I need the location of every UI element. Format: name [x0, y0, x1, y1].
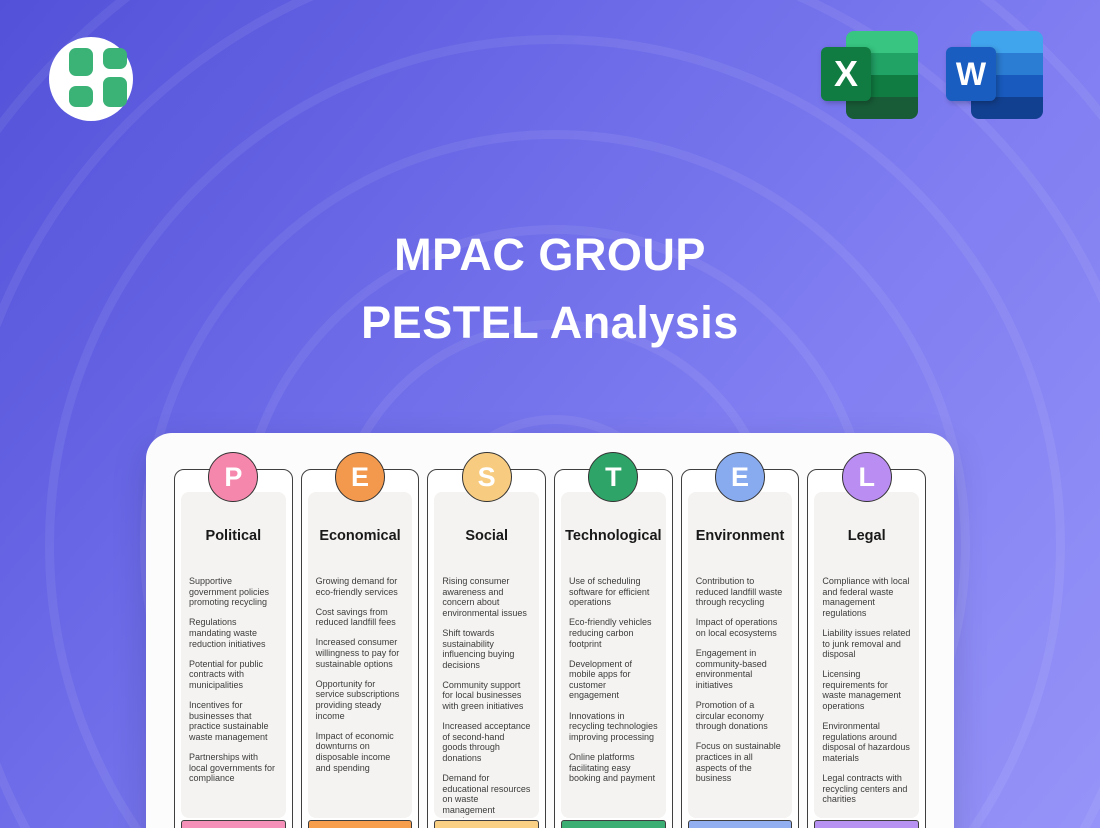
badge-letter: E: [731, 461, 750, 492]
page-title-line2: PESTEL Analysis: [361, 297, 739, 348]
column-footer-bar: [181, 820, 286, 828]
column-items: Contribution to reduced landfill waste t…: [688, 576, 793, 784]
column-title: Environment: [695, 528, 785, 544]
pestel-item: Rising consumer awareness and concern ab…: [442, 576, 527, 618]
pestel-column-economical: E Economical Growing demand for eco-frie…: [300, 452, 420, 828]
pestel-item: Contribution to reduced landfill waste t…: [695, 576, 783, 608]
word-letter: W: [946, 47, 996, 101]
pestel-item: Use of scheduling software for efficient…: [569, 576, 650, 608]
logo-block: [69, 86, 93, 107]
pestel-item: Eco-friendly vehicles reducing carbon fo…: [569, 617, 652, 649]
pestel-item: Increased consumer willingness to pay fo…: [315, 637, 400, 669]
letter-badge-s-icon: S: [461, 452, 512, 502]
logo-block: [103, 48, 127, 69]
pestel-item: Impact of operations on local ecosystems: [695, 617, 778, 638]
pestel-item: Partnerships with local governments for …: [189, 751, 276, 784]
letter-badge-e2-icon: E: [715, 452, 766, 502]
pestel-item: Online platforms facilitating easy booki…: [569, 751, 656, 784]
pestel-item: Environmental regulations around disposa…: [822, 721, 910, 764]
pestel-item: Engagement in community-based environmen…: [695, 648, 767, 690]
letter-badge-p-icon: P: [208, 452, 259, 502]
pestel-item: Development of mobile apps for customer …: [569, 658, 633, 701]
pestel-item: Cost savings from reduced landfill fees: [315, 606, 396, 628]
pestel-item: Focus on sustainable practices in all as…: [695, 741, 781, 784]
column-panel: Economical Growing demand for eco-friend…: [307, 492, 413, 818]
pestel-item: Promotion of a circular economy through …: [695, 699, 768, 732]
badge-letter: L: [858, 461, 875, 492]
column-footer-bar: [561, 820, 666, 828]
pestel-item: Innovations in recycling technologies im…: [569, 710, 658, 742]
pestel-item: Opportunity for service subscriptions pr…: [315, 678, 400, 721]
excel-letter: X: [821, 47, 871, 101]
column-footer-bar: [814, 820, 920, 828]
excel-file-icon[interactable]: X: [820, 31, 920, 121]
pestel-column-social: S Social Rising consumer awareness and c…: [427, 452, 547, 828]
letter-badge-l-icon: L: [841, 452, 892, 502]
pestel-item: Impact of economic downturns on disposab…: [315, 730, 394, 773]
pestel-item: Incentives for businesses that practice …: [189, 699, 269, 742]
column-items: Growing demand for eco-friendly services…: [308, 576, 413, 773]
column-title: Political: [205, 528, 262, 544]
column-title: Social: [465, 528, 509, 544]
column-items: Use of scheduling software for efficient…: [561, 576, 666, 784]
column-title: Legal: [847, 528, 886, 544]
word-band: [971, 97, 1043, 119]
pestel-item: Supportive government policies promoting…: [189, 576, 270, 608]
word-file-icon[interactable]: W: [945, 31, 1045, 121]
pestel-column-political: P Political Supportive government polici…: [174, 452, 293, 828]
pestel-item: Compliance with local and federal waste …: [822, 576, 910, 618]
pestel-column-technological: T Technological Use of scheduling softwa…: [554, 452, 673, 828]
pestel-column-environment: E Environment Contribution to reduced la…: [680, 452, 800, 828]
column-items: Supportive government policies promoting…: [181, 576, 286, 784]
column-panel: Political Supportive government policies…: [181, 492, 286, 818]
column-items: Rising consumer awareness and concern ab…: [434, 576, 539, 818]
pestel-column-legal: L Legal Compliance with local and federa…: [807, 452, 927, 828]
page-title: MPAC GROUP PESTEL Analysis: [0, 221, 1100, 357]
column-panel: Environment Contribution to reduced land…: [687, 492, 793, 818]
excel-band: [846, 97, 918, 119]
pestel-item: Liability issues related to junk removal…: [822, 627, 911, 660]
column-panel: Technological Use of scheduling software…: [561, 492, 666, 818]
column-panel: Legal Compliance with local and federal …: [814, 492, 920, 818]
letter-badge-t-icon: T: [588, 452, 639, 502]
pestel-item: Growing demand for eco-friendly services: [315, 576, 398, 597]
logo-block: [69, 48, 93, 76]
badge-letter: E: [350, 461, 369, 492]
pestel-item: Licensing requirements for waste managem…: [822, 669, 901, 712]
pestel-card: P Political Supportive government polici…: [146, 433, 954, 828]
column-title: Economical: [319, 528, 401, 544]
badge-letter: S: [477, 461, 496, 492]
pestel-item: Legal contracts with recycling centers a…: [822, 773, 908, 805]
logo-block: [103, 77, 127, 107]
column-items: Compliance with local and federal waste …: [814, 576, 919, 805]
pestel-item: Regulations mandating waste reduction in…: [189, 617, 266, 649]
brand-grid-logo-icon: [49, 37, 133, 121]
pestel-columns: P Political Supportive government polici…: [174, 452, 927, 828]
pestel-item: Potential for public contracts with muni…: [189, 658, 264, 690]
column-footer-bar: [307, 820, 413, 828]
page-title-line1: MPAC GROUP: [394, 229, 706, 280]
pestel-item: Shift towards sustainability influencing…: [442, 627, 515, 670]
column-title: Technological: [565, 528, 662, 544]
badge-letter: P: [224, 461, 243, 492]
pestel-item: Increased acceptance of second-hand good…: [442, 721, 531, 764]
column-panel: Social Rising consumer awareness and con…: [434, 492, 540, 818]
pestel-item: Demand for educational resources on wast…: [442, 773, 531, 818]
column-footer-bar: [687, 820, 793, 828]
pestel-item: Community support for local businesses w…: [442, 679, 524, 712]
badge-letter: T: [605, 461, 622, 492]
letter-badge-e-icon: E: [335, 452, 385, 502]
column-footer-bar: [434, 820, 540, 828]
